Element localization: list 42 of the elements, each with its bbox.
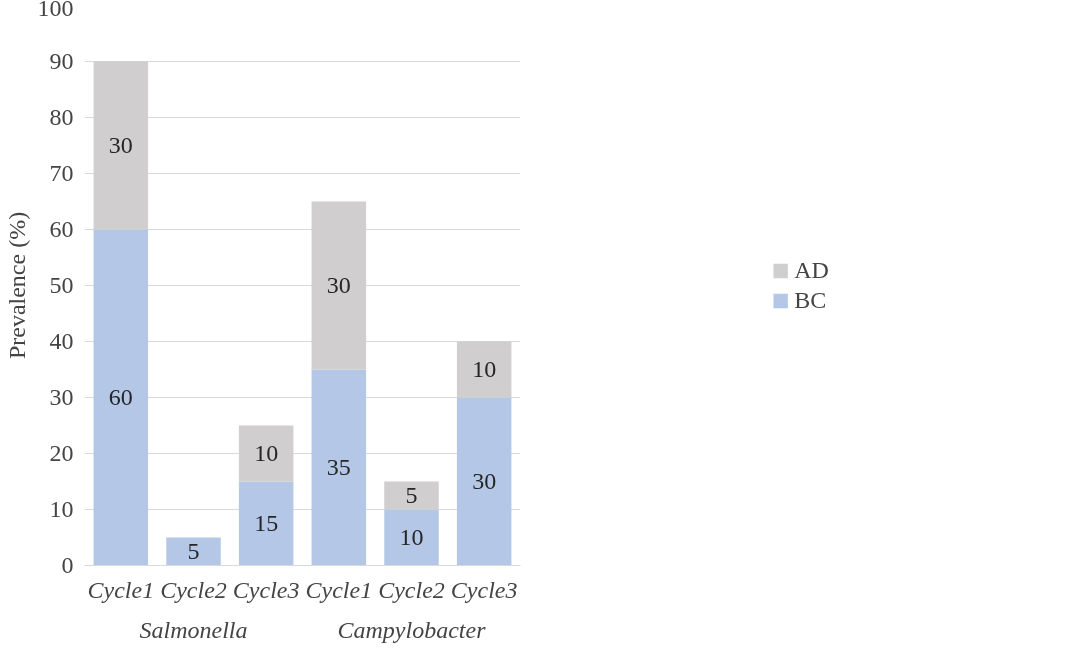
data-label: 30	[108, 132, 133, 158]
y-tick-label: 80	[49, 104, 74, 130]
data-label: 10	[254, 440, 279, 466]
data-label: 5	[405, 482, 418, 508]
x-tick-label: Cycle2	[378, 576, 445, 603]
bar	[384, 509, 439, 566]
y-tick-label: 60	[49, 216, 74, 242]
legend-label: AD	[794, 256, 829, 284]
bar	[311, 201, 367, 370]
x-tick-label: Cycle3	[232, 576, 300, 603]
y-tick-label: 70	[49, 160, 74, 186]
y-tick-label: 100	[37, 0, 74, 21]
legend-label: BC	[794, 286, 827, 314]
data-label: 35	[326, 454, 351, 480]
x-tick-label: Cycle2	[160, 576, 227, 603]
data-label: 15	[254, 510, 279, 536]
y-tick-label: 10	[49, 496, 74, 522]
y-tick-label: 90	[49, 48, 74, 74]
data-label: 10	[399, 524, 424, 550]
data-label: 10	[472, 356, 497, 382]
y-axis-title: Prevalence (%)	[3, 211, 30, 360]
y-tick-label: 30	[49, 384, 74, 410]
y-tick-label: 50	[49, 272, 74, 298]
bar	[238, 481, 294, 566]
bar	[93, 229, 149, 566]
bar	[238, 425, 294, 482]
bar	[456, 341, 512, 398]
text: Salmonella	[139, 616, 248, 643]
data-label: 30	[326, 272, 351, 298]
y-tick-label: 40	[49, 328, 74, 354]
bar	[166, 537, 221, 566]
y-tick-label: 0	[61, 552, 74, 578]
x-tick-label: Cycle1	[305, 576, 373, 603]
x-tick-label: Cycle1	[87, 576, 155, 603]
data-label: 30	[472, 468, 497, 494]
x-tick-label: Cycle3	[450, 576, 518, 603]
data-label: 60	[108, 384, 133, 410]
y-tick-label: 20	[49, 440, 74, 466]
data-label: 5	[187, 538, 200, 564]
text: Campylobacter	[337, 616, 487, 643]
bar	[456, 397, 512, 566]
bar	[311, 369, 367, 566]
